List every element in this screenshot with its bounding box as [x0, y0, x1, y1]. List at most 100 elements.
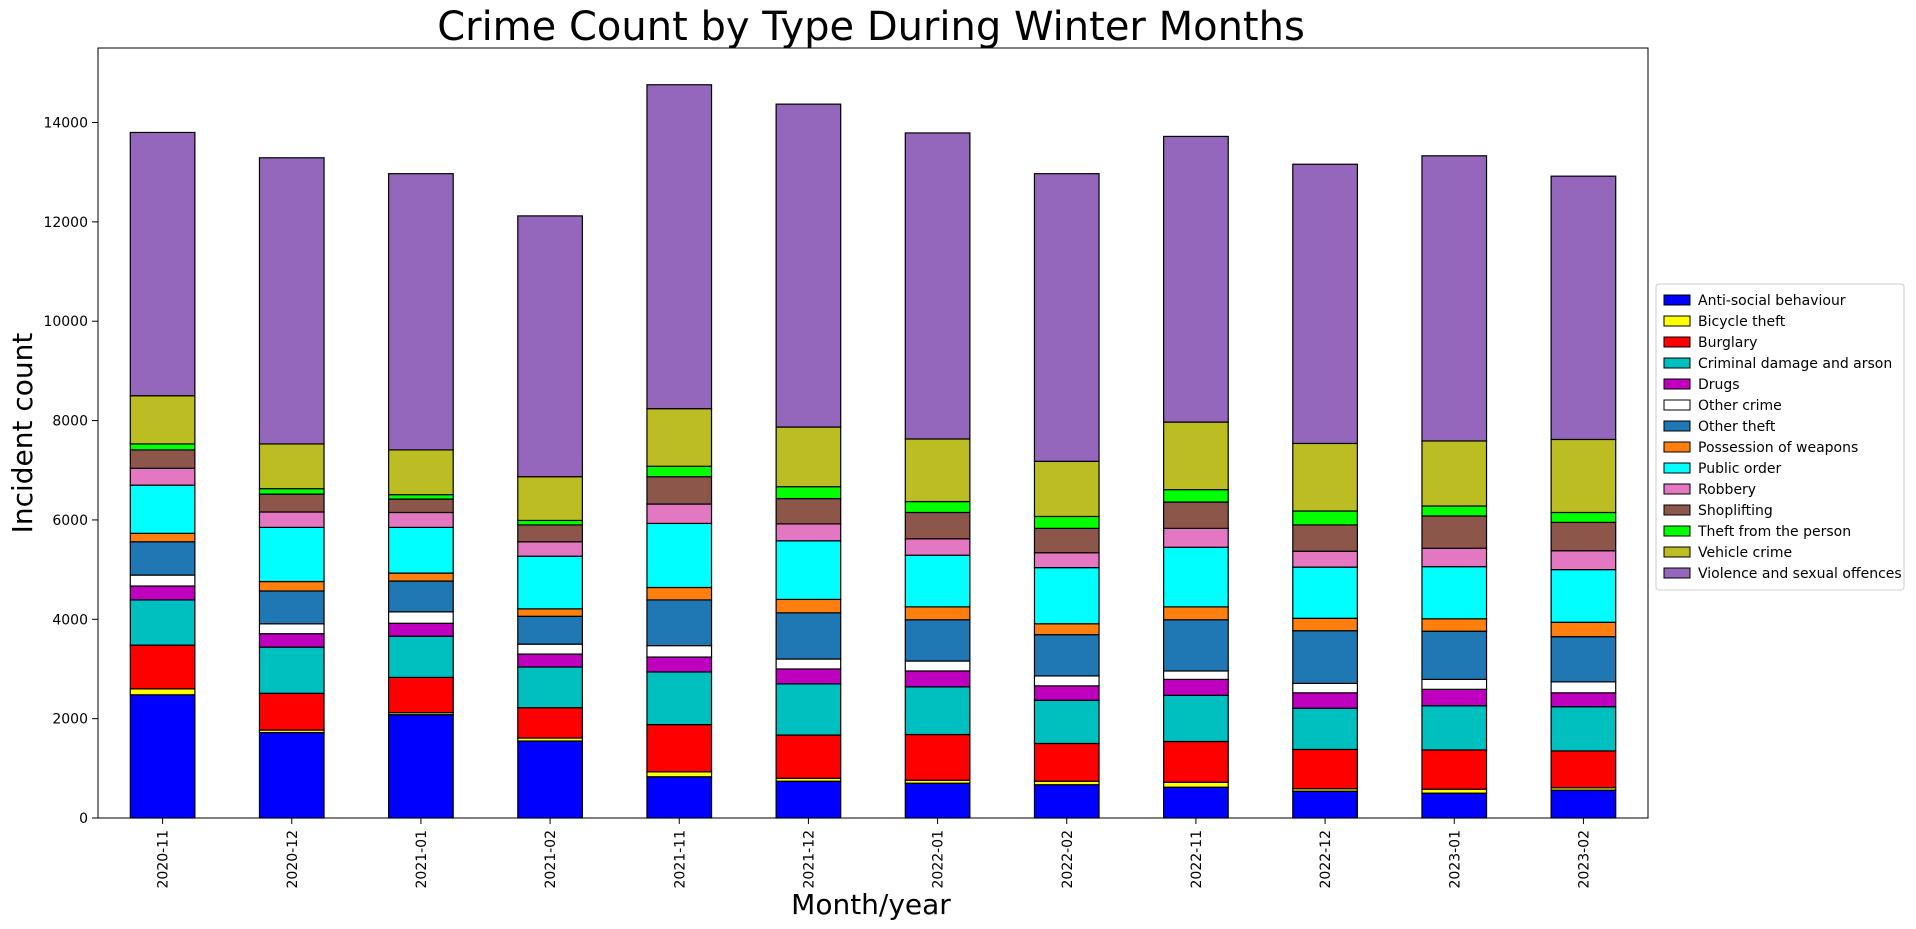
bar-segment: [129, 467, 196, 486]
bar-segment: [517, 653, 583, 668]
bar-segment: [1033, 527, 1100, 554]
bar-segment: [1163, 489, 1229, 503]
bar-segment: [388, 498, 454, 514]
bar-segment: [1292, 524, 1358, 552]
bar-segment: [258, 731, 325, 819]
bar-segment: [646, 671, 713, 726]
bar-segment: [1033, 552, 1100, 569]
bar-segment: [1033, 460, 1100, 518]
bar-segment: [1550, 550, 1617, 571]
bar-segment: [775, 668, 842, 685]
bar-segment: [258, 590, 325, 625]
legend-label: Possession of weapons: [1698, 440, 1858, 456]
bar-segment: [258, 692, 325, 731]
x-tick-label: 2023-02: [1576, 830, 1592, 889]
bar-segment: [388, 676, 454, 714]
bar-segment: [646, 522, 713, 589]
bar-segment: [129, 644, 196, 690]
bar-segment: [1292, 550, 1358, 568]
bar-segment: [517, 608, 583, 617]
bar-segment: [1033, 634, 1100, 677]
bar-segment: [1163, 670, 1229, 680]
bar-segment: [1163, 527, 1229, 548]
bar-segment: [775, 598, 842, 614]
bar-segment: [129, 688, 196, 696]
bar-segment: [129, 532, 196, 543]
bar-segment: [1292, 682, 1358, 694]
legend-label: Shoplifting: [1698, 503, 1773, 519]
bar-segment: [1421, 505, 1488, 517]
bar-segment: [1292, 510, 1358, 526]
bar-segment: [258, 580, 325, 592]
bar-segment: [517, 666, 583, 709]
y-tick-label: 10000: [43, 314, 88, 330]
x-tick-label: 2022-01: [931, 830, 947, 889]
x-axis: 2020-11 2020-12 2021-01 2021-02 2021-11 2021-…: [156, 818, 1592, 889]
legend-label: Vehicle crime: [1698, 545, 1792, 561]
bar-segment: [1421, 792, 1488, 819]
bar-segment: [129, 131, 196, 397]
legend-swatch: [1663, 336, 1691, 348]
bar-segment: [775, 658, 842, 670]
legend: Anti-social behaviour Bicycle theft Burgla…: [1655, 283, 1905, 591]
bar-segment: [1550, 636, 1617, 683]
legend-swatch: [1663, 546, 1691, 558]
y-tick-label: 14000: [43, 116, 88, 132]
bar-segment: [646, 586, 713, 601]
bar-segment: [646, 599, 713, 647]
bar-segment: [1292, 748, 1358, 790]
bar-segment: [775, 683, 842, 736]
legend-label: Theft from the person: [1697, 524, 1851, 540]
bar-segment: [129, 443, 196, 451]
bar-segment: [388, 611, 454, 624]
bar-segment: [1292, 566, 1358, 619]
legend-label: Other crime: [1698, 398, 1782, 414]
x-tick-label: 2022-02: [1060, 830, 1076, 889]
bar-segment: [1550, 789, 1617, 819]
bar-segment: [1033, 567, 1100, 625]
bar-segment: [646, 465, 713, 478]
bar-segment: [388, 580, 454, 613]
bar-segment: [258, 493, 325, 513]
bar-segment: [388, 635, 454, 679]
y-tick-label: 6000: [52, 513, 88, 529]
bar-segment: [904, 554, 971, 608]
bar-segment: [258, 646, 325, 694]
legend-label: Anti-social behaviour: [1698, 293, 1846, 309]
bar-segment: [1550, 750, 1617, 789]
legend-swatch: [1663, 504, 1691, 516]
bar-segment: [1550, 438, 1617, 514]
bar-segment: [1421, 515, 1488, 549]
bar-segment: [904, 733, 971, 781]
bar-segment: [129, 395, 196, 445]
bar-segment: [1163, 678, 1229, 696]
bar-segment: [258, 511, 325, 528]
bar-segment: [517, 215, 583, 478]
legend-label: Other theft: [1698, 419, 1776, 435]
bar-segment: [388, 511, 454, 528]
bar-segment: [129, 599, 196, 646]
bar-segment: [1033, 742, 1100, 782]
legend-label: Burglary: [1698, 335, 1757, 351]
x-tick-label: 2021-11: [672, 830, 688, 889]
bar-segment: [1550, 175, 1617, 441]
bar-segment: [646, 776, 713, 819]
bar-segment: [646, 771, 713, 778]
bar-segment: [1550, 681, 1617, 694]
bar-segment: [1033, 623, 1100, 636]
y-tick-label: 2000: [52, 712, 88, 728]
plot-frame: [97, 47, 1649, 819]
bar-segment: [904, 511, 971, 540]
x-tick-label: 2021-01: [414, 830, 430, 889]
y-tick-label: 0: [79, 811, 88, 827]
bar-segment: [1421, 678, 1488, 690]
bar-segment: [517, 524, 583, 543]
bar-segment: [1292, 163, 1358, 445]
bar-segment: [1292, 692, 1358, 709]
bar-segment: [1033, 515, 1100, 529]
bar-segment: [1550, 569, 1617, 623]
x-tick-label: 2020-12: [285, 830, 301, 889]
bar-segment: [129, 585, 196, 601]
bar-segment: [1421, 440, 1488, 507]
